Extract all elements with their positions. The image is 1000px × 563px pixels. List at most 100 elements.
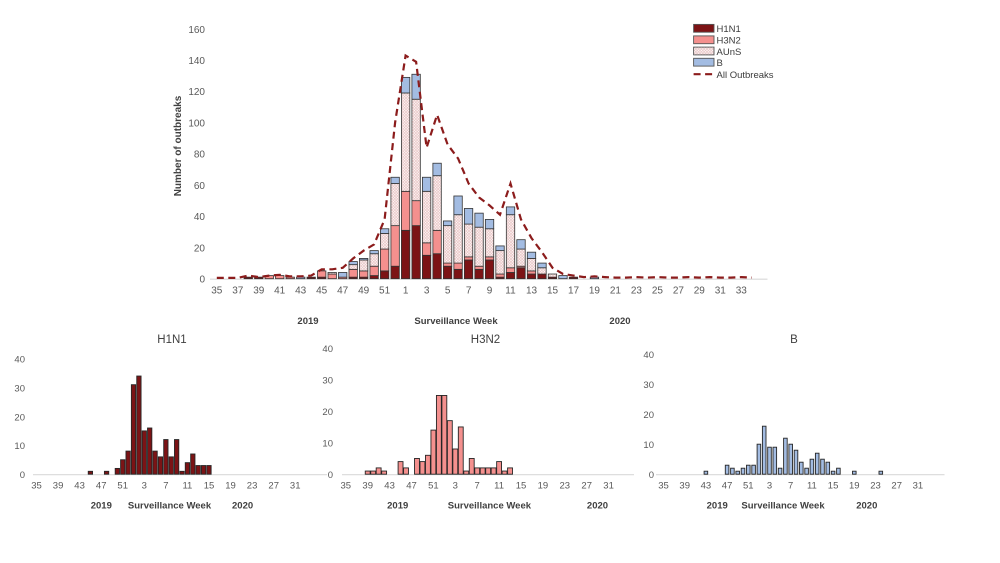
svg-text:Surveillance Week: Surveillance Week [414,316,498,327]
svg-text:19: 19 [589,286,601,297]
svg-text:23: 23 [247,481,258,492]
svg-text:0: 0 [649,470,654,481]
svg-text:H3N2: H3N2 [471,334,500,346]
svg-text:23: 23 [560,481,571,492]
svg-text:51: 51 [428,481,439,492]
svg-text:140: 140 [188,56,205,67]
svg-text:43: 43 [295,286,307,297]
svg-text:45: 45 [316,286,328,297]
svg-text:2020: 2020 [587,501,608,512]
svg-text:Surveillance Week: Surveillance Week [128,501,212,512]
svg-text:43: 43 [74,481,85,492]
svg-text:30: 30 [322,376,333,387]
svg-text:7: 7 [475,481,480,492]
svg-text:2020: 2020 [232,501,253,512]
svg-text:Surveillance Week: Surveillance Week [448,501,532,512]
svg-text:160: 160 [188,25,205,36]
svg-text:40: 40 [194,212,206,223]
svg-text:3: 3 [142,481,147,492]
svg-text:10: 10 [322,439,333,450]
svg-text:H3N2: H3N2 [717,36,741,47]
svg-text:31: 31 [913,481,924,492]
svg-text:7: 7 [163,481,168,492]
svg-text:2020: 2020 [856,501,877,512]
svg-text:15: 15 [516,481,527,492]
svg-text:AUnS: AUnS [717,47,742,58]
svg-text:H1N1: H1N1 [157,334,186,346]
svg-text:39: 39 [679,481,690,492]
svg-text:39: 39 [362,481,373,492]
svg-text:15: 15 [204,481,215,492]
svg-text:27: 27 [891,481,902,492]
svg-text:15: 15 [828,481,839,492]
svg-text:47: 47 [722,481,733,492]
svg-text:51: 51 [743,481,754,492]
svg-text:51: 51 [379,286,391,297]
svg-text:2019: 2019 [91,501,112,512]
svg-text:39: 39 [53,481,64,492]
svg-text:3: 3 [767,481,772,492]
svg-text:33: 33 [736,286,748,297]
svg-text:43: 43 [384,481,395,492]
svg-text:5: 5 [445,286,451,297]
svg-text:37: 37 [232,286,244,297]
svg-text:10: 10 [14,441,25,452]
svg-text:3: 3 [453,481,458,492]
svg-text:25: 25 [652,286,664,297]
svg-text:30: 30 [14,383,25,394]
svg-text:47: 47 [406,481,417,492]
svg-text:B: B [790,334,798,346]
svg-text:27: 27 [268,481,279,492]
svg-text:0: 0 [20,470,25,481]
svg-text:13: 13 [526,286,538,297]
svg-text:23: 23 [870,481,881,492]
svg-text:47: 47 [337,286,349,297]
svg-text:11: 11 [807,481,817,492]
svg-text:35: 35 [341,481,352,492]
svg-text:3: 3 [424,286,430,297]
svg-text:19: 19 [538,481,549,492]
svg-text:21: 21 [610,286,622,297]
svg-text:H1N1: H1N1 [717,24,741,35]
svg-text:31: 31 [290,481,301,492]
svg-text:11: 11 [182,481,192,492]
svg-text:40: 40 [14,355,25,366]
svg-text:20: 20 [322,407,333,418]
svg-text:10: 10 [643,440,654,451]
svg-text:19: 19 [225,481,236,492]
svg-text:2019: 2019 [297,316,318,327]
svg-text:30: 30 [643,380,654,391]
svg-text:B: B [717,58,723,69]
svg-text:120: 120 [188,87,205,98]
svg-text:100: 100 [188,118,205,129]
svg-text:51: 51 [117,481,128,492]
svg-text:1: 1 [403,286,409,297]
svg-text:49: 49 [358,286,370,297]
svg-text:29: 29 [694,286,706,297]
svg-text:35: 35 [211,286,223,297]
svg-text:43: 43 [701,481,712,492]
svg-text:20: 20 [14,412,25,423]
svg-text:7: 7 [466,286,472,297]
svg-text:17: 17 [568,286,580,297]
svg-text:20: 20 [643,410,654,421]
svg-text:35: 35 [658,481,669,492]
svg-text:0: 0 [199,275,205,286]
svg-text:47: 47 [96,481,107,492]
svg-text:60: 60 [194,181,206,192]
svg-text:2020: 2020 [609,316,630,327]
svg-text:40: 40 [322,344,333,355]
svg-text:31: 31 [603,481,614,492]
svg-text:9: 9 [487,286,493,297]
svg-text:40: 40 [643,350,654,361]
svg-text:All Outbreaks: All Outbreaks [717,70,774,81]
svg-text:35: 35 [31,481,42,492]
svg-text:19: 19 [849,481,860,492]
svg-text:27: 27 [673,286,685,297]
svg-text:27: 27 [581,481,592,492]
svg-text:7: 7 [788,481,793,492]
svg-text:11: 11 [505,286,516,297]
svg-text:15: 15 [547,286,559,297]
svg-text:80: 80 [194,150,206,161]
svg-text:23: 23 [631,286,643,297]
